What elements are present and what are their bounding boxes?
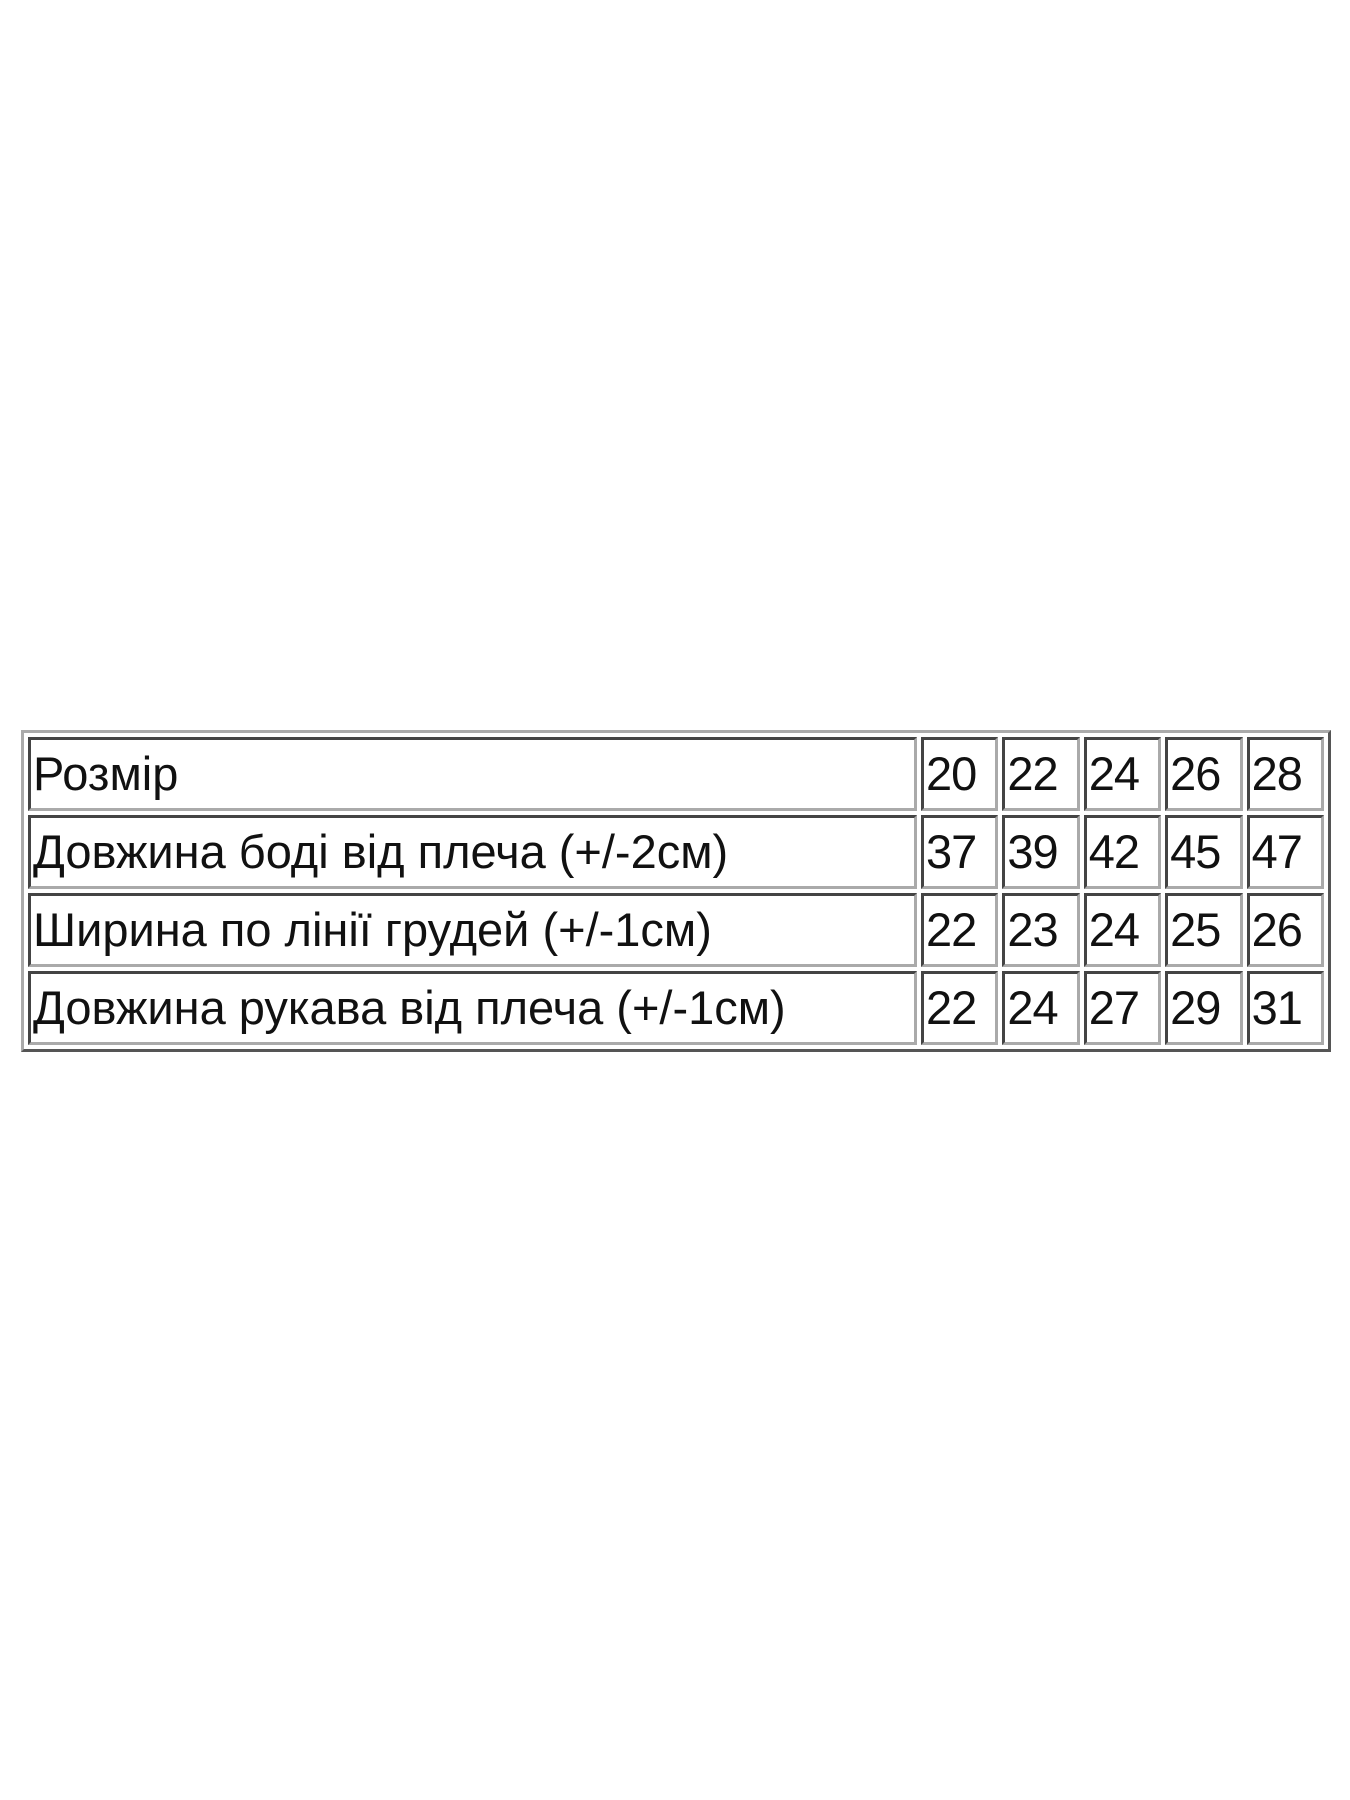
row-label: Довжина боді від плеча (+/-2см) — [28, 815, 917, 889]
measurement-cell: 22 — [921, 893, 999, 967]
measurement-cell: 29 — [1165, 971, 1243, 1045]
measurement-cell: 31 — [1246, 971, 1324, 1045]
size-cell: 28 — [1246, 737, 1324, 811]
measurement-cell: 26 — [1246, 893, 1324, 967]
row-label: Довжина рукава від плеча (+/-1см) — [28, 971, 917, 1045]
measurement-cell: 24 — [1002, 971, 1080, 1045]
measurement-cell: 39 — [1002, 815, 1080, 889]
size-cell: 20 — [921, 737, 999, 811]
size-cell: 24 — [1083, 737, 1162, 811]
size-cell: 22 — [1002, 737, 1080, 811]
table-row: Ширина по лінії грудей (+/-1см) 22 23 24 25 2… — [28, 893, 1324, 967]
row-label: Ширина по лінії грудей (+/-1см) — [28, 893, 917, 967]
measurement-cell: 27 — [1083, 971, 1162, 1045]
header-row: Розмір 20 22 24 26 28 — [28, 737, 1324, 811]
measurement-cell: 47 — [1246, 815, 1324, 889]
measurement-cell: 24 — [1083, 893, 1162, 967]
row-label: Розмір — [28, 737, 917, 811]
measurement-cell: 37 — [921, 815, 999, 889]
measurement-cell: 45 — [1165, 815, 1243, 889]
measurement-cell: 25 — [1165, 893, 1243, 967]
measurement-cell: 23 — [1002, 893, 1080, 967]
measurement-cell: 22 — [921, 971, 999, 1045]
size-chart-table: Розмір 20 22 24 26 28 Довжина боді від плеча (… — [21, 730, 1331, 1052]
table-row: Довжина рукава від плеча (+/-1см) 22 24 27 2… — [28, 971, 1324, 1045]
table-row: Довжина боді від плеча (+/-2см) 37 39 42 45 4… — [28, 815, 1324, 889]
measurement-cell: 42 — [1083, 815, 1162, 889]
size-cell: 26 — [1165, 737, 1243, 811]
